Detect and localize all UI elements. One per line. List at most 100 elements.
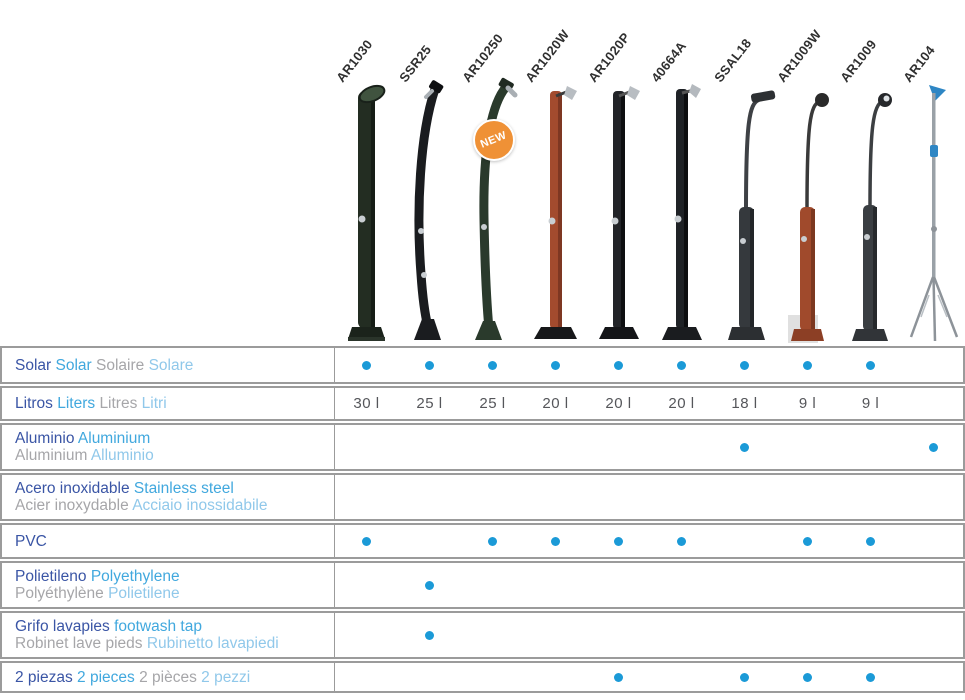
feature-cell-polietileno-AR1020P [587,563,650,607]
capacity-value: 30 l [353,395,380,412]
product-column-AR1030: AR1030 [333,0,398,346]
feature-cell-solar-SSR25 [398,348,461,382]
capacity-value: 9 l [861,395,880,412]
feature-cell-litros-AR104 [902,388,965,419]
product-code-label: AR1020P [585,29,633,85]
feature-dot-icon [614,672,623,682]
feature-cell-2-piezas-AR1020P [587,663,650,691]
feature-dot-icon [425,580,434,590]
capacity-value: 20 l [668,395,695,412]
feature-dot-icon [488,536,497,546]
feature-cell-solar-AR1009 [839,348,902,382]
feature-cell-2-piezas-AR104 [902,663,965,691]
feature-cell-pvc-AR1020P [587,525,650,557]
feature-cell-pvc-AR1030 [335,525,398,557]
feature-cell-aluminio-AR1030 [335,425,398,469]
feature-cell-solar-AR1009W [776,348,839,382]
feature-cell-acero-inoxidable-SSR25 [398,475,461,519]
feature-cell-aluminio-SSR25 [398,425,461,469]
row-label-polietileno: Polietileno Polyethylene Polyéthylène Pol… [2,563,335,607]
capacity-value: 20 l [542,395,569,412]
product-image-AR1030 [348,84,386,341]
product-image-AR104 [909,85,959,342]
row-label-pvc: PVC [2,525,335,557]
product-column-AR10250: AR10250 [459,0,524,346]
row-label-word: 2 pièces [139,668,197,686]
feature-dot-icon [740,442,749,452]
table-row-acero-inoxidable: Acero inoxidable Stainless steel Acier in… [0,473,965,521]
feature-cell-2-piezas-40664A [650,663,713,691]
feature-dot-icon [362,536,371,546]
row-label-litros: Litros Liters Litres Litri [2,388,335,419]
feature-cell-aluminio-AR1020P [587,425,650,469]
row-label-word: Liters [57,395,96,412]
capacity-value: 25 l [479,395,506,412]
row-label-word: Aluminio [15,430,75,447]
feature-cell-polietileno-AR10250 [461,563,524,607]
product-column-AR104: AR104 [900,0,965,346]
row-label-acero-inoxidable: Acero inoxidable Stainless steel Acier in… [2,475,335,519]
feature-cell-pvc-SSR25 [398,525,461,557]
row-label-word: footwash tap [114,618,202,635]
feature-cell-2-piezas-AR1030 [335,663,398,691]
feature-cell-aluminio-AR1009W [776,425,839,469]
feature-dot-icon [614,360,623,370]
feature-cell-litros-AR1030: 30 l [335,388,398,419]
feature-cell-litros-SSR25: 25 l [398,388,461,419]
product-image-AR1020W [534,86,577,339]
feature-cell-solar-AR1020P [587,348,650,382]
row-label-word: Solare [148,356,194,374]
row-label-word: Litros [15,395,53,412]
product-column-SSR25: SSR25 [396,0,461,346]
feature-cell-litros-40664A: 20 l [650,388,713,419]
feature-dot-icon [929,442,938,452]
row-label-2-piezas: 2 piezas 2 pieces 2 pièces 2 pezzi [2,663,335,691]
product-column-AR1009: AR1009 [837,0,902,346]
feature-cell-2-piezas-AR1009W [776,663,839,691]
row-label-word: Solar [15,356,52,374]
row-label-word: Polietileno [15,568,87,585]
row-label-word: 2 piezas [15,668,73,686]
feature-cell-acero-inoxidable-AR1009 [839,475,902,519]
row-label-aluminio: Aluminio Aluminium Aluminium Alluminio [2,425,335,469]
feature-cell-grifo-lavapies-AR1030 [335,613,398,657]
feature-cell-2-piezas-AR10250 [461,663,524,691]
row-label-solar: Solar Solar Solaire Solare [2,348,335,382]
feature-cell-polietileno-AR1030 [335,563,398,607]
feature-cell-pvc-40664A [650,525,713,557]
table-row-pvc: PVC [0,523,965,559]
feature-dot-icon [803,672,812,682]
feature-dot-icon [551,360,560,370]
feature-cell-grifo-lavapies-AR1020W [524,613,587,657]
feature-dot-icon [866,536,875,546]
product-column-AR1020W: AR1020W [522,0,587,346]
feature-cell-acero-inoxidable-AR10250 [461,475,524,519]
feature-cell-grifo-lavapies-SSAL18 [713,613,776,657]
table-row-litros: Litros Liters Litres Litri 30 l 25 l 25 l 20… [0,386,965,421]
feature-cell-aluminio-AR104 [902,425,965,469]
product-code-label: SSAL18 [711,35,755,85]
feature-cell-aluminio-SSAL18 [713,425,776,469]
product-code-label: AR10250 [459,30,507,86]
feature-dot-icon [677,536,686,546]
table-row-2-piezas: 2 piezas 2 pieces 2 pièces 2 pezzi [0,661,965,693]
feature-dot-icon [803,536,812,546]
feature-cell-polietileno-SSAL18 [713,563,776,607]
feature-cell-solar-AR10250 [461,348,524,382]
feature-cell-pvc-AR1009 [839,525,902,557]
row-label-word: Litres [99,395,138,412]
row-label-word: Polyéthylène [15,585,104,602]
feature-cell-2-piezas-SSR25 [398,663,461,691]
feature-cell-pvc-AR10250 [461,525,524,557]
capacity-value: 9 l [798,395,817,412]
feature-cell-polietileno-40664A [650,563,713,607]
row-label-word: Aluminium [15,447,88,464]
product-image-SSR25 [414,80,444,340]
feature-cell-litros-AR10250: 25 l [461,388,524,419]
row-label-word: Grifo lavapies [15,618,110,635]
row-label-word: Acciaio inossidabile [132,497,268,514]
product-image-AR1009 [852,93,892,341]
feature-dot-icon [614,536,623,546]
feature-cell-acero-inoxidable-AR1020P [587,475,650,519]
